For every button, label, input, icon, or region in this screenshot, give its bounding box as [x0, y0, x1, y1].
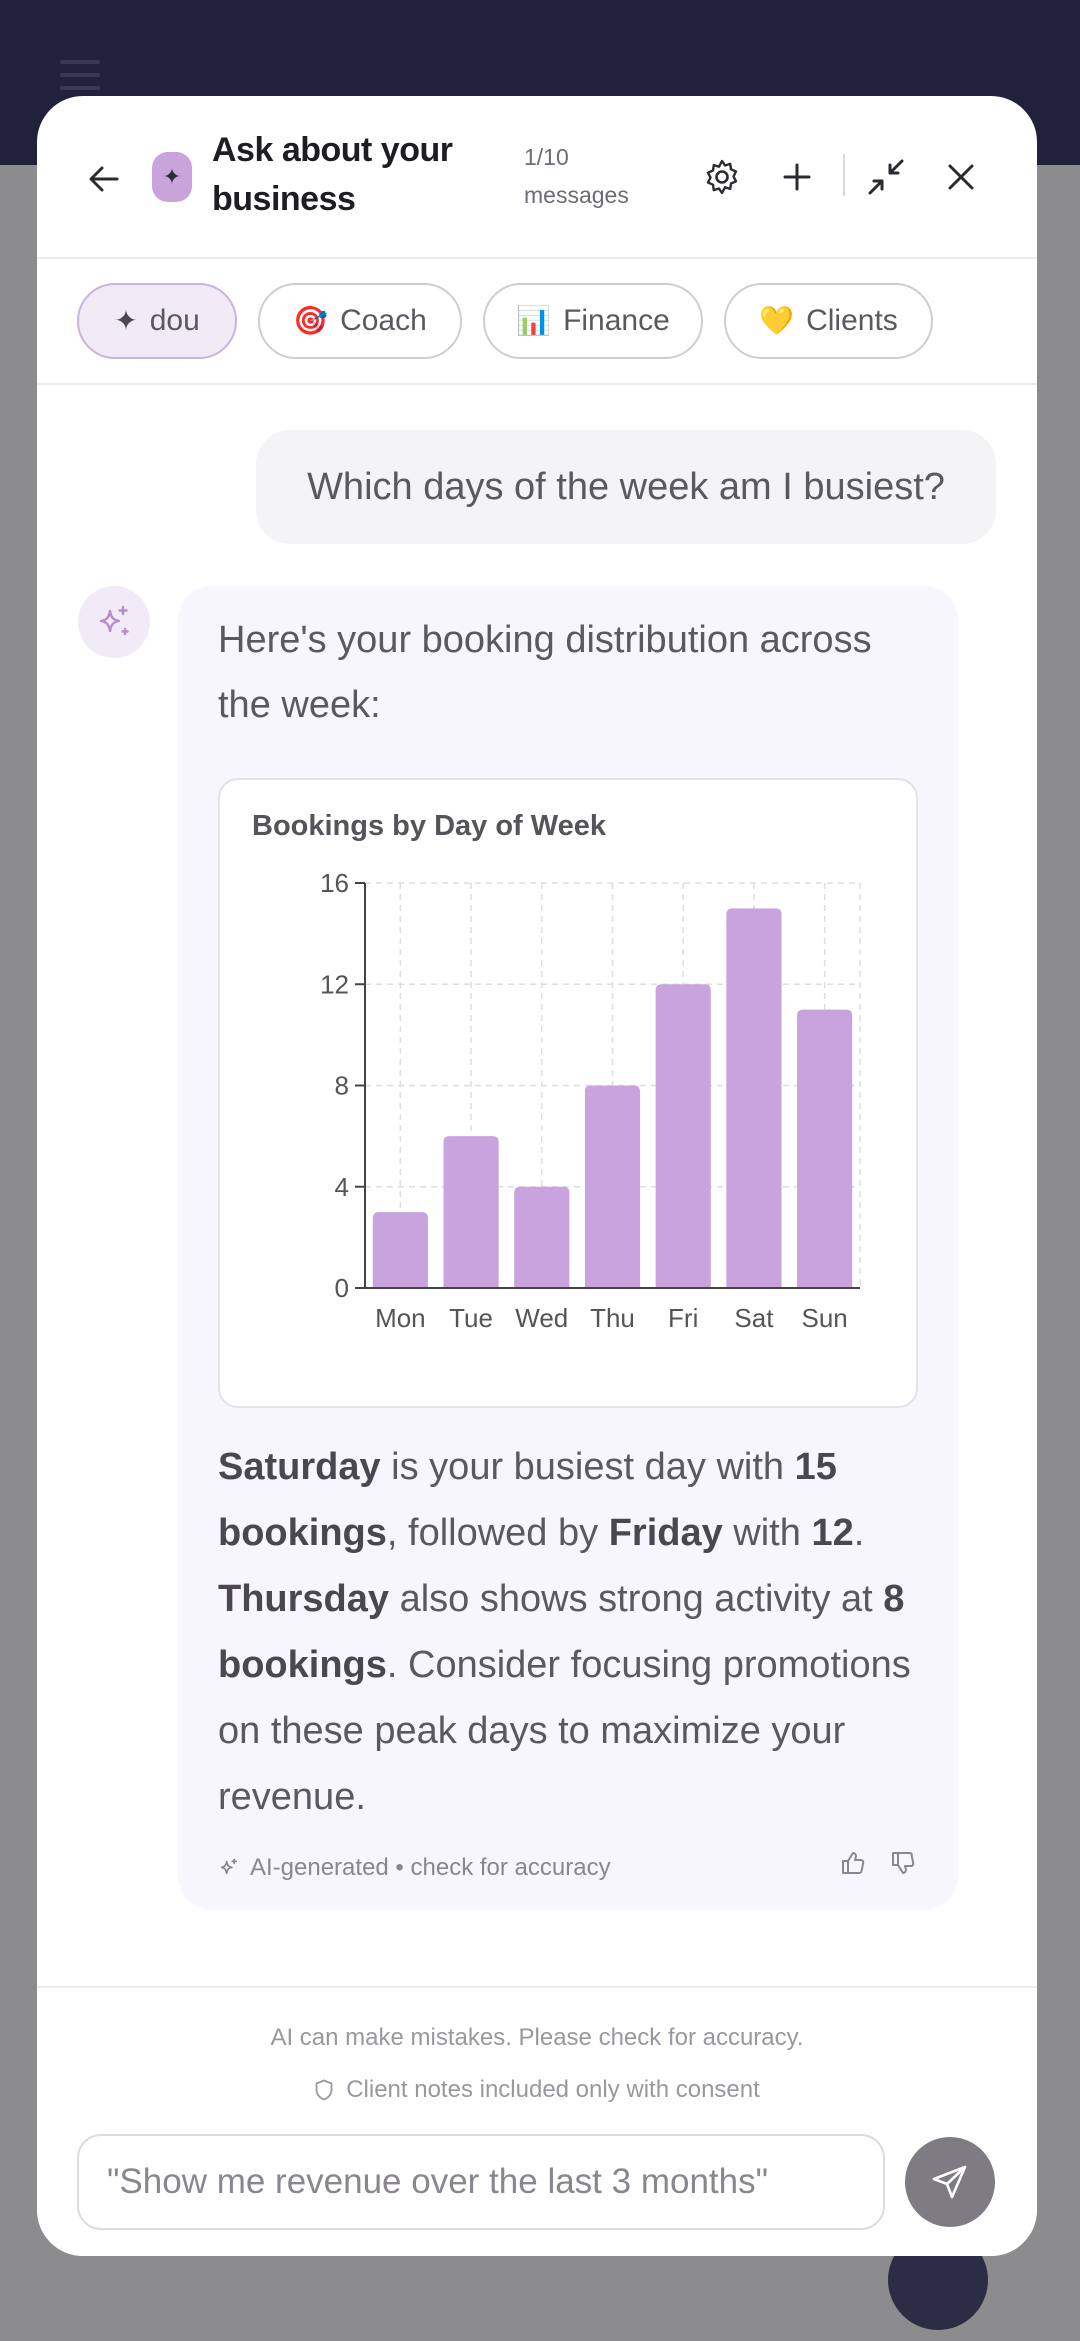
chart-title: Bookings by Day of Week [252, 810, 606, 842]
chat-footer: AI can make mistakes. Please check for a… [37, 1986, 1037, 2256]
chip-label: Coach [340, 304, 427, 337]
summary-text: . [853, 1512, 865, 1554]
summary-text: with [722, 1512, 812, 1554]
send-icon [932, 2165, 967, 2199]
heart-icon: 💛 [759, 305, 795, 336]
ai-message: Here's your booking distribution across … [178, 586, 958, 1910]
target-icon: 🎯 [293, 305, 329, 336]
close-button[interactable] [936, 152, 986, 202]
sparkle-icon: ✦ [162, 164, 182, 189]
chip-label: Clients [806, 304, 898, 337]
bar-tue [443, 1136, 499, 1288]
summary-emphasis: 8 bookings [218, 1578, 905, 1686]
assistant-mode-chips: ✦ dou 🎯 Coach 📊 Finance 💛 Clients [37, 259, 1037, 385]
chip-coach[interactable]: 🎯 Coach [258, 283, 462, 359]
summary-emphasis: 12 [811, 1512, 854, 1554]
summary-emphasis: Friday [608, 1512, 723, 1554]
chip-clients[interactable]: 💛 Clients [724, 283, 933, 359]
ai-avatar [78, 586, 150, 658]
x-tick-label: Tue [449, 1303, 493, 1333]
y-tick-label: 12 [320, 969, 349, 999]
bar-thu [584, 1085, 641, 1288]
assistant-modal: ✦ Ask about your business 1/10 messages … [37, 96, 1037, 2256]
sparkles-icon [99, 605, 129, 636]
x-tick-label: Thu [590, 1303, 635, 1333]
plus-icon [783, 163, 811, 191]
x-tick-label: Fri [668, 1303, 698, 1333]
thumbs-up-icon [842, 1852, 865, 1874]
chat-input[interactable] [77, 2134, 885, 2230]
consent-label: Client notes included only with consent [346, 2076, 760, 2103]
thumbs-down-icon [892, 1852, 915, 1874]
x-tick-label: Sun [802, 1303, 848, 1333]
summary-emphasis: Thursday [218, 1578, 390, 1620]
close-icon [948, 164, 974, 190]
ai-intro-text: Here's your booking distribution across … [218, 619, 872, 726]
x-tick-label: Sat [734, 1303, 774, 1333]
back-button[interactable] [79, 154, 129, 204]
ai-summary-text: Saturday is your busiest day with 15 boo… [218, 1434, 928, 1830]
summary-text: . Consider focusing promotions on these … [218, 1644, 911, 1818]
bar-fri [655, 984, 711, 1288]
x-tick-label: Wed [515, 1303, 568, 1333]
chart-card: 0 4 8 12 16 Mon Tue Wed Thu Fri Sat Sun Bookings by… [218, 778, 918, 1408]
chip-finance[interactable]: 📊 Finance [483, 283, 703, 359]
modal-header: ✦ Ask about your business 1/10 messages [37, 96, 1037, 259]
header-divider [843, 154, 845, 196]
y-tick-label: 0 [335, 1273, 349, 1303]
minimize-button[interactable] [861, 152, 911, 202]
assistant-avatar: ✦ [152, 152, 192, 202]
bar-sat [726, 908, 782, 1288]
gear-icon [706, 159, 738, 195]
shield-icon [315, 2079, 333, 2101]
message-counter: 1/10 messages [524, 144, 629, 208]
thumbs-down-button[interactable] [888, 1848, 918, 1878]
y-tick-label: 8 [335, 1071, 349, 1101]
user-message: Which days of the week am I busiest? [256, 430, 996, 544]
ai-footer: AI-generated • check for accuracy [218, 1848, 918, 1888]
y-tick-label: 16 [320, 868, 349, 898]
chip-label: Finance [563, 304, 670, 337]
send-button[interactable] [905, 2137, 995, 2227]
arrow-left-icon [89, 166, 119, 192]
summary-text: , followed by [386, 1512, 609, 1554]
thumbs-up-button[interactable] [838, 1848, 868, 1878]
ai-mistakes-disclaimer: AI can make mistakes. Please check for a… [270, 2024, 804, 2051]
bar-chart: 0 4 8 12 16 Mon Tue Wed Thu Fri Sat Sun [320, 868, 861, 1333]
consent-note: Client notes included only with consent [37, 2076, 1037, 2104]
collapse-icon [868, 159, 904, 195]
bar-wed [514, 1186, 570, 1288]
page-title: Ask about your business [212, 131, 453, 218]
summary-emphasis: Saturday [218, 1446, 381, 1488]
summary-text: also shows strong activity at [389, 1578, 884, 1620]
menu-icon [60, 60, 100, 90]
chip-label: dou [149, 304, 200, 337]
x-tick-label: Mon [375, 1303, 426, 1333]
bar-sun [797, 1009, 853, 1288]
new-chat-button[interactable] [772, 152, 822, 202]
chip-dou[interactable]: ✦ dou [77, 283, 237, 359]
summary-emphasis: 15 bookings [218, 1446, 837, 1554]
summary-text: is your busiest day with [380, 1446, 795, 1488]
ai-disclaimer-label: AI-generated • check for accuracy [250, 1854, 611, 1881]
bar-chart-icon: 📊 [516, 305, 552, 336]
y-tick-label: 4 [335, 1172, 349, 1202]
sparkles-icon [220, 1858, 238, 1875]
sparkle-icon: ✦ [114, 305, 138, 336]
bar-mon [372, 1212, 428, 1288]
feedback-controls [838, 1848, 918, 1878]
settings-button[interactable] [697, 152, 747, 202]
